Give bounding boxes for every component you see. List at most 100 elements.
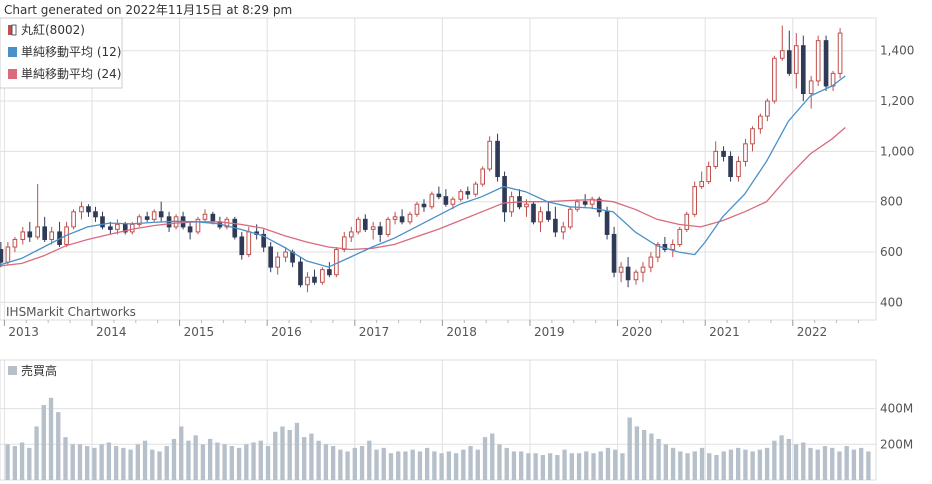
candle-body <box>49 231 55 240</box>
candle-body <box>625 266 631 281</box>
candle-body <box>648 256 654 268</box>
volume-bar <box>280 426 285 480</box>
candle <box>298 257 303 288</box>
candle <box>370 221 376 240</box>
watermark: IHSMarkit Chartworks <box>6 305 136 319</box>
volume-bar <box>345 451 350 480</box>
candle-body <box>800 45 806 94</box>
volume-bar <box>70 444 75 480</box>
legend-label: 単純移動平均 (24) <box>21 67 121 81</box>
volume-bar <box>236 447 242 480</box>
candle <box>108 221 113 235</box>
candle-body <box>195 218 201 233</box>
candle-body <box>129 223 135 233</box>
candle <box>823 35 829 91</box>
volume-legend-label[interactable]: 売買高 <box>21 363 57 378</box>
candle-body <box>151 211 157 220</box>
volume-bar <box>801 442 806 480</box>
x-tick-label: 2013 <box>8 325 39 339</box>
candle-body <box>144 216 150 220</box>
volume-bar <box>150 449 155 480</box>
legend-item[interactable]: 単純移動平均 (12) <box>8 45 121 59</box>
candle <box>195 216 201 235</box>
candle-body <box>283 251 288 258</box>
volume-bar <box>793 444 799 480</box>
x-tick-label: 2018 <box>446 325 477 339</box>
candle-body <box>706 165 712 183</box>
volume-bar <box>584 451 589 480</box>
candle <box>385 216 391 237</box>
volume-bar <box>490 433 495 480</box>
candle <box>268 241 274 273</box>
candle <box>49 226 55 245</box>
candle <box>12 236 18 253</box>
volume-bar <box>511 451 517 480</box>
volume-bar <box>656 438 661 480</box>
candle-body <box>35 226 40 238</box>
candle <box>670 239 676 258</box>
candle <box>815 35 821 86</box>
legend-item[interactable]: 単純移動平均 (24) <box>8 67 121 81</box>
candle-body <box>385 218 391 235</box>
candle-body <box>837 32 843 74</box>
candle-body <box>362 218 368 230</box>
legend-label: 単純移動平均 (12) <box>21 45 121 59</box>
candle <box>421 199 427 212</box>
volume-bar <box>757 449 763 480</box>
candle <box>713 141 719 169</box>
candle <box>79 201 84 220</box>
candle-body <box>407 213 413 223</box>
candle-body <box>450 198 456 205</box>
volume-bar <box>714 455 719 480</box>
volume-bar <box>302 437 307 480</box>
candle <box>473 181 478 197</box>
candle-body <box>312 276 317 283</box>
volume-bar <box>410 449 415 480</box>
volume-bar <box>12 446 18 480</box>
volume-bar <box>620 453 625 480</box>
candle <box>633 269 639 285</box>
volume-bar <box>41 405 46 480</box>
candle-body <box>633 271 639 281</box>
candle-body <box>20 231 26 240</box>
price-panel-frame <box>0 17 877 321</box>
candle <box>480 166 486 187</box>
candle <box>334 247 339 278</box>
volume-bar <box>229 446 235 480</box>
volume-bar <box>106 442 112 480</box>
volume-bar <box>779 435 784 480</box>
candle-body <box>502 176 507 213</box>
candle-body <box>604 211 610 235</box>
candle <box>399 209 405 225</box>
volume-bar <box>591 453 596 480</box>
candle <box>611 226 617 278</box>
volume-bar <box>844 446 849 480</box>
candle-body <box>596 198 602 213</box>
legend-item[interactable]: 丸紅(8002) <box>8 23 85 37</box>
legend[interactable]: 丸紅(8002) 単純移動平均 (12) 単純移動平均 (24) <box>0 17 123 89</box>
volume-bar <box>562 449 567 480</box>
volume-bar <box>453 453 459 480</box>
volume-bar <box>649 433 654 480</box>
candle-body <box>355 218 361 233</box>
volume-bar <box>85 446 90 480</box>
volume-bar <box>468 446 473 480</box>
candle <box>348 226 354 242</box>
candle <box>531 201 536 225</box>
volume-bar <box>555 455 560 480</box>
candle <box>35 184 40 240</box>
candle-body <box>443 196 449 205</box>
candle-body <box>136 216 142 225</box>
x-tick-label: 2022 <box>797 325 828 339</box>
candle-body <box>779 50 785 59</box>
volume-bar <box>403 451 408 480</box>
volume-bar <box>692 451 697 480</box>
candle <box>20 226 26 245</box>
candle-body <box>12 238 18 248</box>
candle-body <box>480 168 486 185</box>
candle-body <box>699 181 705 188</box>
volume-bar <box>316 440 321 480</box>
volume-bar <box>482 437 488 480</box>
candle-body <box>618 266 624 273</box>
volume-panel-frame <box>0 359 877 481</box>
